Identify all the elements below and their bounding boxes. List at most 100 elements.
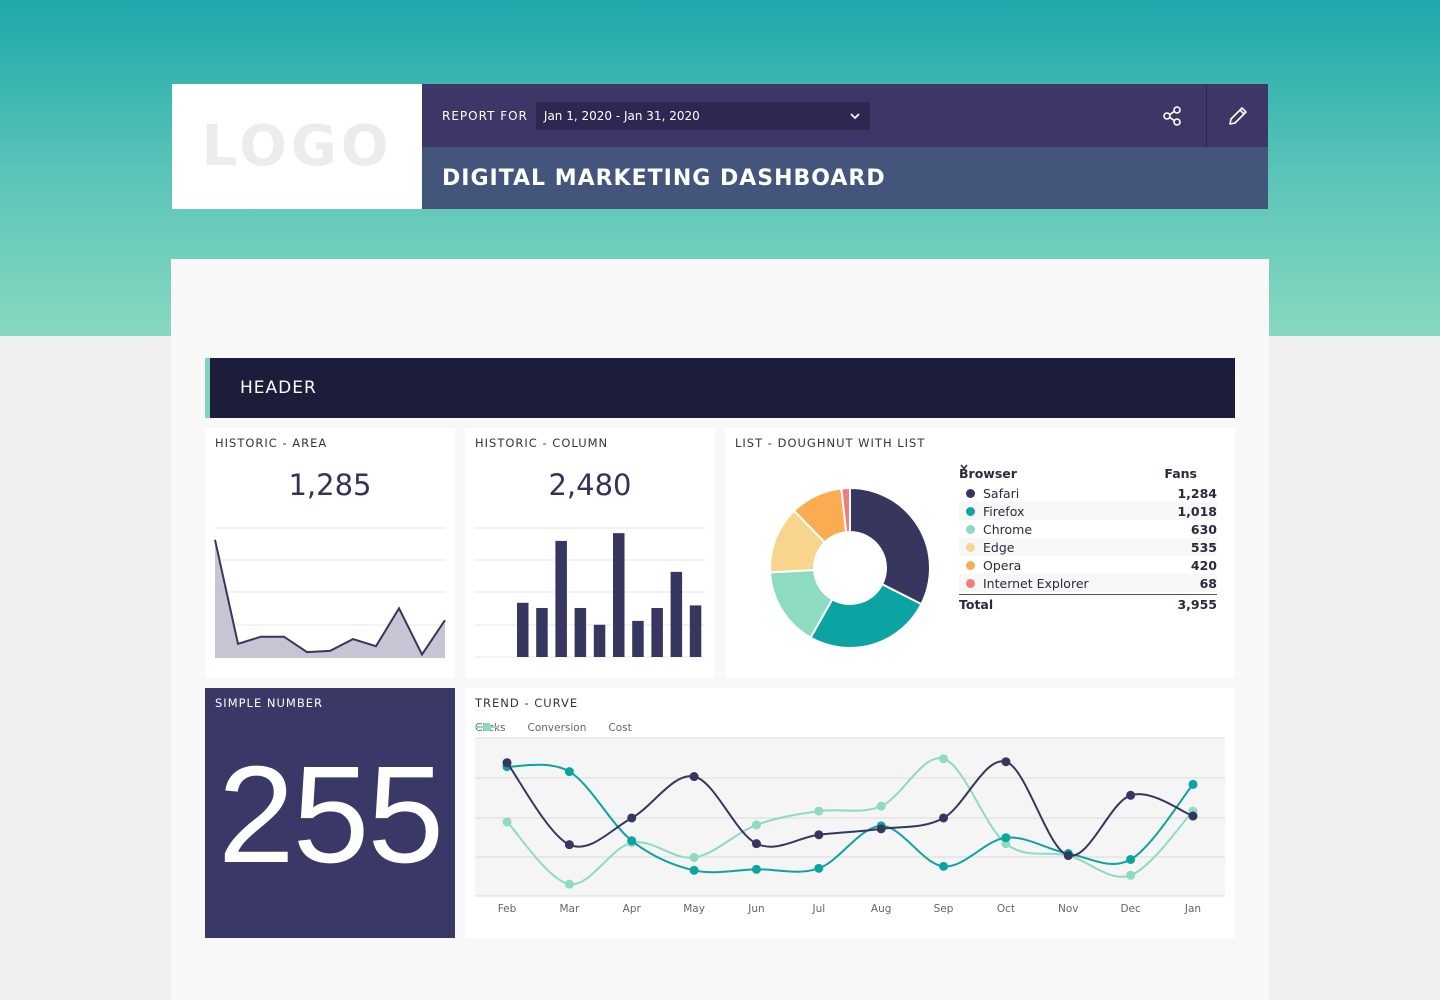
fans-value: 1,018 — [1177, 503, 1217, 519]
data-point — [627, 813, 637, 823]
x-tick-label: Feb — [498, 903, 517, 915]
column-bar — [536, 607, 548, 657]
legend-label: Conversion — [527, 722, 587, 734]
fans-value: 420 — [1190, 557, 1217, 573]
data-point — [689, 865, 699, 875]
column-bar — [593, 624, 606, 657]
column-bar — [689, 605, 702, 657]
data-point — [751, 839, 761, 849]
share-button[interactable] — [1142, 84, 1204, 147]
data-point — [564, 767, 574, 777]
x-tick-label: Jul — [811, 903, 825, 915]
table-body: Safari 1,284 Firefox 1,018 Chrome 630 Edge 535 O… — [959, 484, 1217, 592]
table-header: Browser Fans — [959, 462, 1217, 484]
date-range-value: Jan 1, 2020 - Jan 31, 2020 — [543, 108, 700, 123]
col-fans-label: Fans — [1164, 465, 1197, 481]
x-tick-label: Oct — [997, 903, 1015, 915]
legend-label: Cost — [608, 722, 632, 734]
simple-number-card: SIMPLE NUMBER 255 — [205, 688, 455, 938]
data-point — [751, 864, 761, 874]
doughnut-slice — [840, 486, 851, 534]
data-point — [502, 817, 512, 827]
historic-column-card: HISTORIC - COLUMN 2,480 — [465, 428, 715, 678]
chevron-down-icon — [960, 464, 968, 470]
x-tick-label: May — [683, 903, 705, 915]
table-row: Edge 535 — [959, 538, 1217, 556]
legend-item[interactable]: Cost — [475, 722, 632, 734]
logo: LOGO — [172, 84, 422, 209]
x-tick-label: Sep — [934, 903, 954, 915]
data-point — [876, 801, 886, 811]
plot-area — [475, 738, 1225, 896]
historic-area-value: 1,285 — [288, 468, 372, 502]
card-title: SIMPLE NUMBER — [215, 696, 323, 710]
total-value: 3,955 — [1177, 597, 1217, 612]
data-point — [1001, 757, 1011, 767]
fans-value: 1,284 — [1177, 485, 1217, 501]
fans-value: 630 — [1190, 521, 1217, 537]
data-point — [814, 830, 824, 840]
total-label: Total — [959, 597, 994, 612]
data-point — [814, 806, 824, 816]
browser-label: Chrome — [983, 521, 1033, 537]
data-point — [564, 840, 574, 850]
data-point — [1126, 790, 1136, 800]
card-title: HISTORIC - AREA — [215, 436, 328, 450]
column-bar — [517, 602, 529, 657]
fans-value: 535 — [1190, 539, 1217, 555]
browser-label: Safari — [983, 485, 1020, 501]
col-browser-header: Browser — [959, 465, 1017, 481]
doughnut-slice — [849, 486, 931, 606]
browser-label: Firefox — [983, 503, 1025, 519]
card-title: TREND - CURVE — [475, 696, 579, 710]
column-chart — [475, 527, 705, 658]
data-point — [814, 863, 824, 873]
historic-column-value: 2,480 — [548, 468, 632, 502]
card-title: HISTORIC - COLUMN — [475, 436, 609, 450]
pencil-icon — [1228, 106, 1247, 125]
col-fans-header[interactable]: Fans — [960, 464, 1197, 481]
x-tick-label: Mar — [559, 903, 579, 915]
data-point — [939, 861, 949, 871]
edit-button[interactable] — [1206, 84, 1268, 147]
browser-label: Opera — [983, 557, 1022, 573]
trend-curve-card: TREND - CURVE ClicksConversionCost FebMa… — [465, 688, 1235, 938]
browser-name: Edge — [959, 540, 1014, 555]
table-row: Internet Explorer 68 — [959, 574, 1217, 592]
title-area: REPORT FOR Jan 1, 2020 - Jan 31, 2020 — [422, 84, 1268, 209]
x-tick-label: Apr — [623, 903, 642, 915]
data-point — [689, 772, 699, 782]
series-line — [506, 757, 1194, 886]
browser-label: Edge — [983, 539, 1015, 555]
title-row: DIGITAL MARKETING DASHBOARD — [422, 147, 1268, 209]
data-point — [751, 820, 761, 830]
legend-dot — [966, 488, 975, 498]
area-line — [214, 539, 446, 657]
section-header: HEADER — [205, 358, 1235, 418]
date-range-dropdown[interactable]: Jan 1, 2020 - Jan 31, 2020 — [535, 101, 870, 130]
legend-dot — [966, 524, 975, 534]
data-point — [1126, 854, 1136, 864]
data-point — [1063, 851, 1073, 861]
simple-number-value: 255 — [217, 738, 444, 892]
legend-marker — [475, 723, 499, 731]
browser-name: Safari — [959, 486, 1019, 501]
series-line — [506, 763, 1194, 874]
doughnut-card: LIST - DOUGHNUT WITH LIST Browser Fans S… — [725, 428, 1235, 678]
column-bar — [632, 620, 644, 657]
historic-area-card: HISTORIC - AREA 1,285 — [205, 428, 455, 678]
doughnut-chart — [769, 486, 931, 649]
share-icon — [1163, 105, 1181, 126]
table-row: Firefox 1,018 — [959, 502, 1217, 520]
browser-name: Firefox — [959, 504, 1024, 519]
browser-name: Opera — [959, 558, 1021, 573]
series-line — [506, 760, 1194, 857]
chart-legend: ClicksConversionCost — [475, 722, 632, 734]
browser-table: Browser Fans Safari 1,284 Firefox 1,018 Chro… — [959, 462, 1217, 614]
report-for-label: REPORT FOR — [442, 108, 528, 123]
page-title: DIGITAL MARKETING DASHBOARD — [442, 165, 886, 191]
data-point — [502, 758, 512, 768]
data-point — [939, 813, 949, 823]
card-title: LIST - DOUGHNUT WITH LIST — [735, 436, 926, 450]
x-tick-label: Dec — [1120, 903, 1141, 915]
